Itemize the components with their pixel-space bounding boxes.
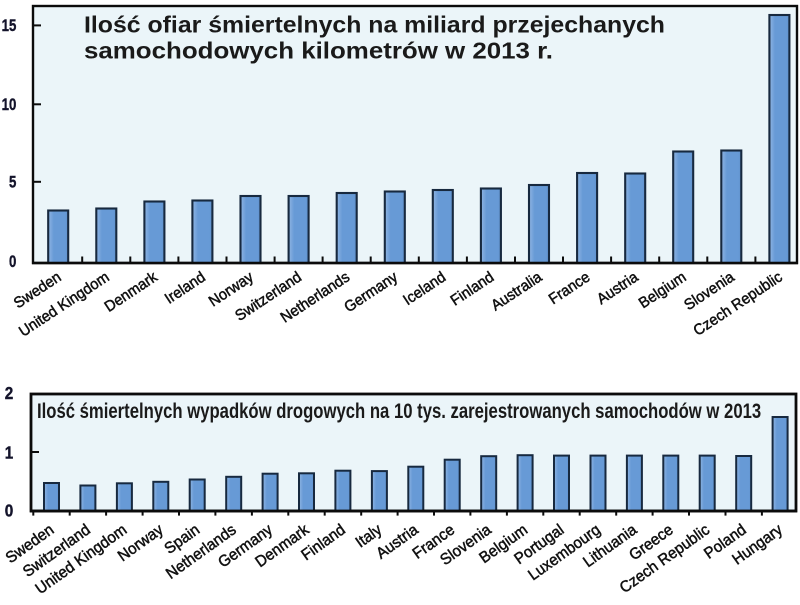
svg-text:5: 5 <box>9 173 16 192</box>
svg-text:15: 15 <box>2 17 17 36</box>
svg-text:0: 0 <box>9 252 16 271</box>
svg-text:1: 1 <box>5 442 14 462</box>
svg-text:10: 10 <box>2 96 17 115</box>
svg-text:Ilość śmiertelnych wypadków dr: Ilość śmiertelnych wypadków drogowych na… <box>37 400 761 423</box>
svg-text:samochodowych kilometrów w 201: samochodowych kilometrów w 2013 r. <box>84 39 553 64</box>
svg-text:2: 2 <box>5 383 14 403</box>
svg-text:Ilość ofiar śmiertelnych na mi: Ilość ofiar śmiertelnych na miliard prze… <box>84 12 665 38</box>
svg-text:0: 0 <box>5 500 14 520</box>
